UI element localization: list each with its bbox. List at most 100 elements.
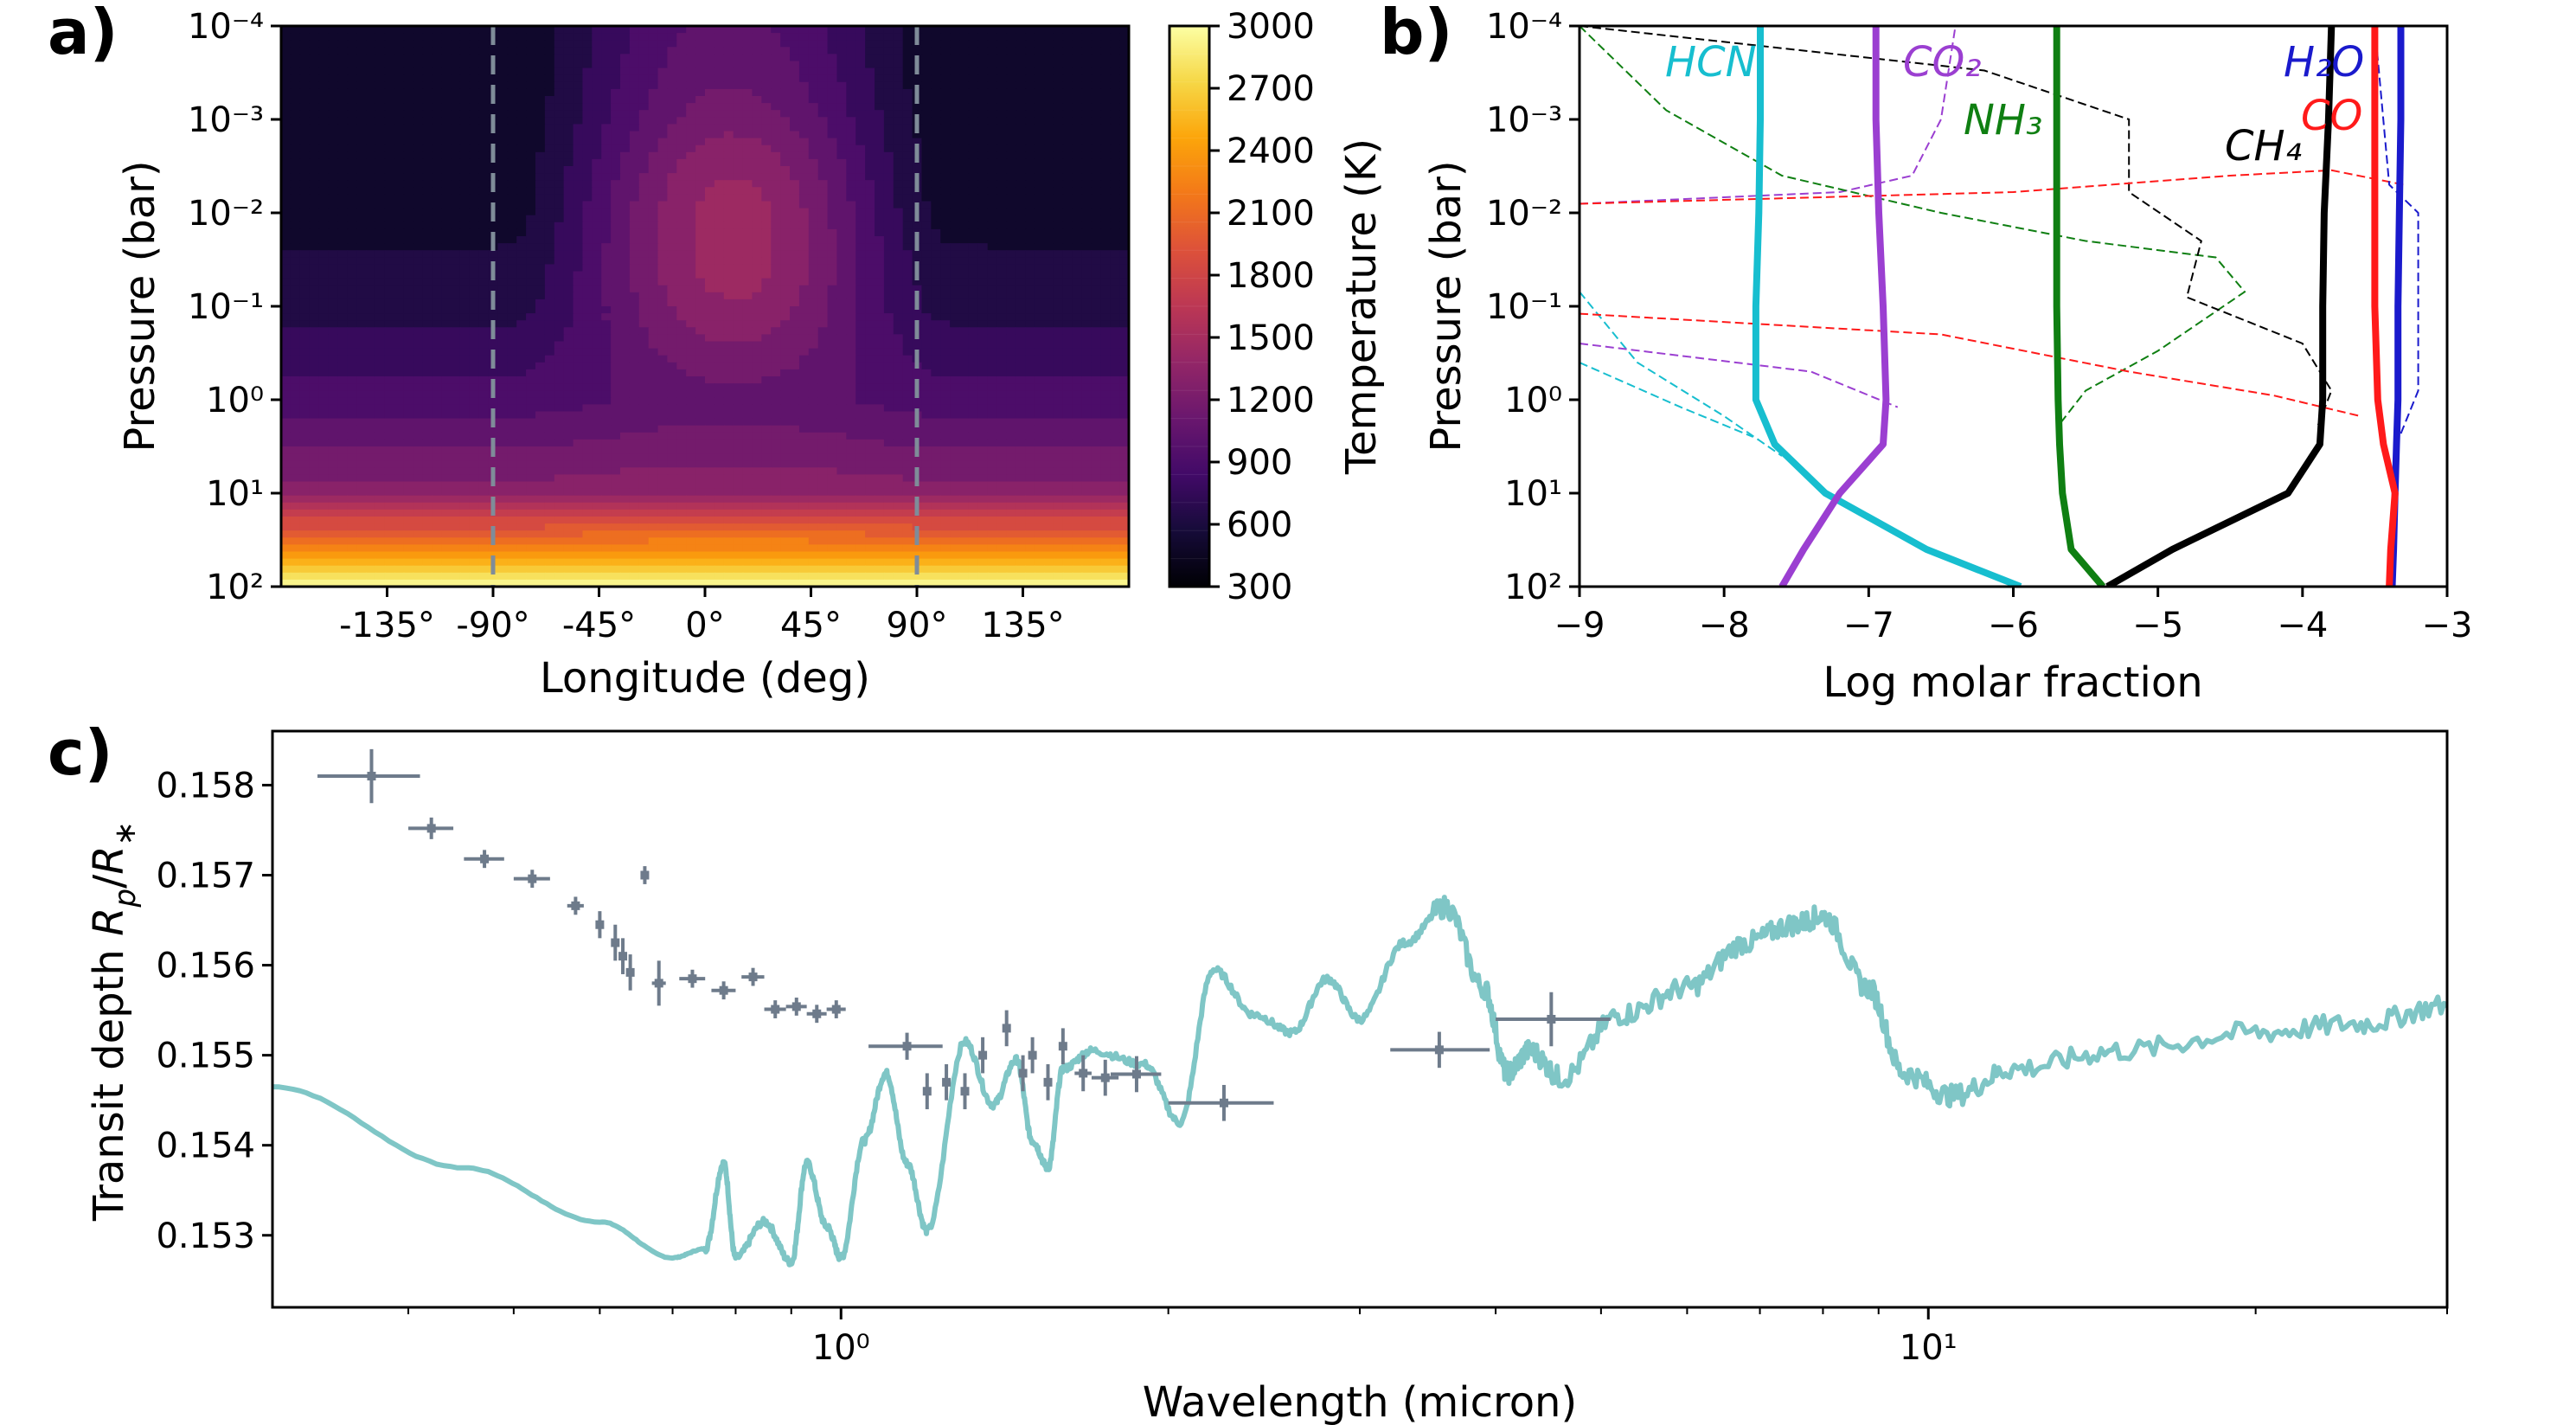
heatmap-cell: [309, 264, 320, 273]
heatmap-cell: [714, 236, 725, 244]
heatmap-cell: [478, 306, 490, 314]
heatmap-cell: [356, 187, 367, 196]
heatmap-cell: [1110, 54, 1120, 62]
heatmap-cell: [817, 131, 829, 139]
heatmap-cell: [968, 103, 979, 111]
heatmap-cell: [780, 369, 791, 377]
heatmap-cell: [299, 88, 311, 97]
heatmap-cell: [996, 74, 1008, 83]
heatmap-cell: [940, 158, 951, 167]
heatmap-cell: [451, 158, 461, 167]
heatmap-cell: [611, 61, 621, 69]
heatmap-cell: [771, 271, 781, 279]
heatmap-cell: [299, 201, 311, 209]
heatmap-cell: [478, 264, 490, 273]
heatmap-cell: [1053, 278, 1064, 286]
heatmap-cell: [299, 117, 311, 125]
heatmap-cell: [638, 369, 650, 377]
heatmap-cell: [1119, 96, 1129, 104]
heatmap-cell: [865, 74, 875, 83]
heatmap-cell: [893, 187, 904, 196]
heatmap-cell: [563, 334, 574, 343]
heatmap-cell: [299, 257, 311, 266]
heatmap-cell: [931, 355, 942, 363]
heatmap-cell: [996, 40, 1008, 48]
heatmap-cell: [836, 257, 848, 266]
heatmap-cell: [299, 138, 311, 146]
heatmap-cell: [855, 96, 866, 104]
heatmap-cell: [526, 81, 536, 90]
heatmap-cell: [544, 151, 555, 160]
heatmap-cell: [987, 158, 998, 167]
heatmap-cell: [987, 124, 998, 132]
heatmap-cell: [798, 88, 810, 97]
heatmap-cell: [403, 33, 414, 41]
heatmap-cell: [1081, 292, 1093, 300]
heatmap-cell: [1044, 144, 1054, 153]
heatmap-cell: [959, 201, 970, 209]
heatmap-cell: [563, 40, 574, 48]
heatmap-cell: [657, 110, 669, 119]
heatmap-cell: [394, 348, 405, 356]
heatmap-cell: [931, 271, 942, 279]
heatmap-cell: [705, 194, 715, 202]
heatmap-cell: [996, 180, 1008, 189]
heatmap-cell: [1091, 257, 1102, 266]
heatmap-cell: [827, 40, 838, 48]
heatmap-cell: [1035, 390, 1045, 399]
heatmap-cell: [846, 180, 857, 189]
heatmap-cell: [1062, 131, 1073, 139]
heatmap-cell: [1062, 180, 1073, 189]
heatmap-cell: [1100, 96, 1112, 104]
heatmap-cell: [1016, 313, 1027, 321]
heatmap-cell: [780, 285, 791, 293]
heatmap-cell: [347, 362, 357, 370]
heatmap-cell: [676, 54, 688, 62]
heatmap-cell: [846, 228, 857, 237]
heatmap-cell: [723, 117, 734, 125]
heatmap-cell: [451, 306, 461, 314]
heatmap-cell: [432, 334, 442, 343]
heatmap-cell: [705, 348, 715, 356]
heatmap-cell: [950, 187, 960, 196]
heatmap-cell: [912, 158, 923, 167]
heatmap-cell: [996, 362, 1008, 370]
heatmap-cell: [441, 47, 452, 55]
heatmap-cell: [629, 33, 640, 41]
heatmap-cell: [902, 201, 913, 209]
heatmap-cell: [1110, 47, 1120, 55]
heatmap-cell: [337, 26, 349, 34]
heatmap-cell: [384, 201, 395, 209]
heatmap-cell: [384, 221, 395, 230]
heatmap-cell: [422, 194, 433, 202]
heatmap-cell: [516, 228, 527, 237]
heatmap-cell: [497, 390, 509, 399]
heatmap-cell: [996, 228, 1008, 237]
heatmap-cell: [356, 250, 367, 259]
heatmap-cell: [573, 306, 584, 314]
heatmap-cell: [977, 201, 989, 209]
heatmap-cell: [648, 67, 659, 76]
heatmap-cell: [592, 221, 603, 230]
heatmap-cell: [497, 81, 509, 90]
heatmap-cell: [1100, 158, 1112, 167]
heatmap-cell: [1006, 369, 1017, 377]
heatmap-cell: [780, 33, 791, 41]
heatmap-cell: [761, 61, 772, 69]
heatmap-cell: [1091, 138, 1102, 146]
heatmap-cell: [1119, 33, 1129, 41]
heatmap-cell: [422, 369, 433, 377]
heatmap-cell: [582, 264, 593, 273]
heatmap-cell: [432, 166, 442, 174]
heatmap-cell: [1072, 278, 1083, 286]
heatmap-cell: [667, 236, 678, 244]
heatmap-cell: [846, 138, 857, 146]
heatmap-cell: [309, 74, 320, 83]
heatmap-cell: [544, 383, 555, 391]
heatmap-cell: [798, 74, 810, 83]
heatmap-cell: [1110, 271, 1120, 279]
heatmap-cell: [366, 292, 376, 300]
heatmap-cell: [657, 61, 669, 69]
heatmap-cell: [667, 390, 678, 399]
heatmap-cell: [318, 327, 330, 336]
